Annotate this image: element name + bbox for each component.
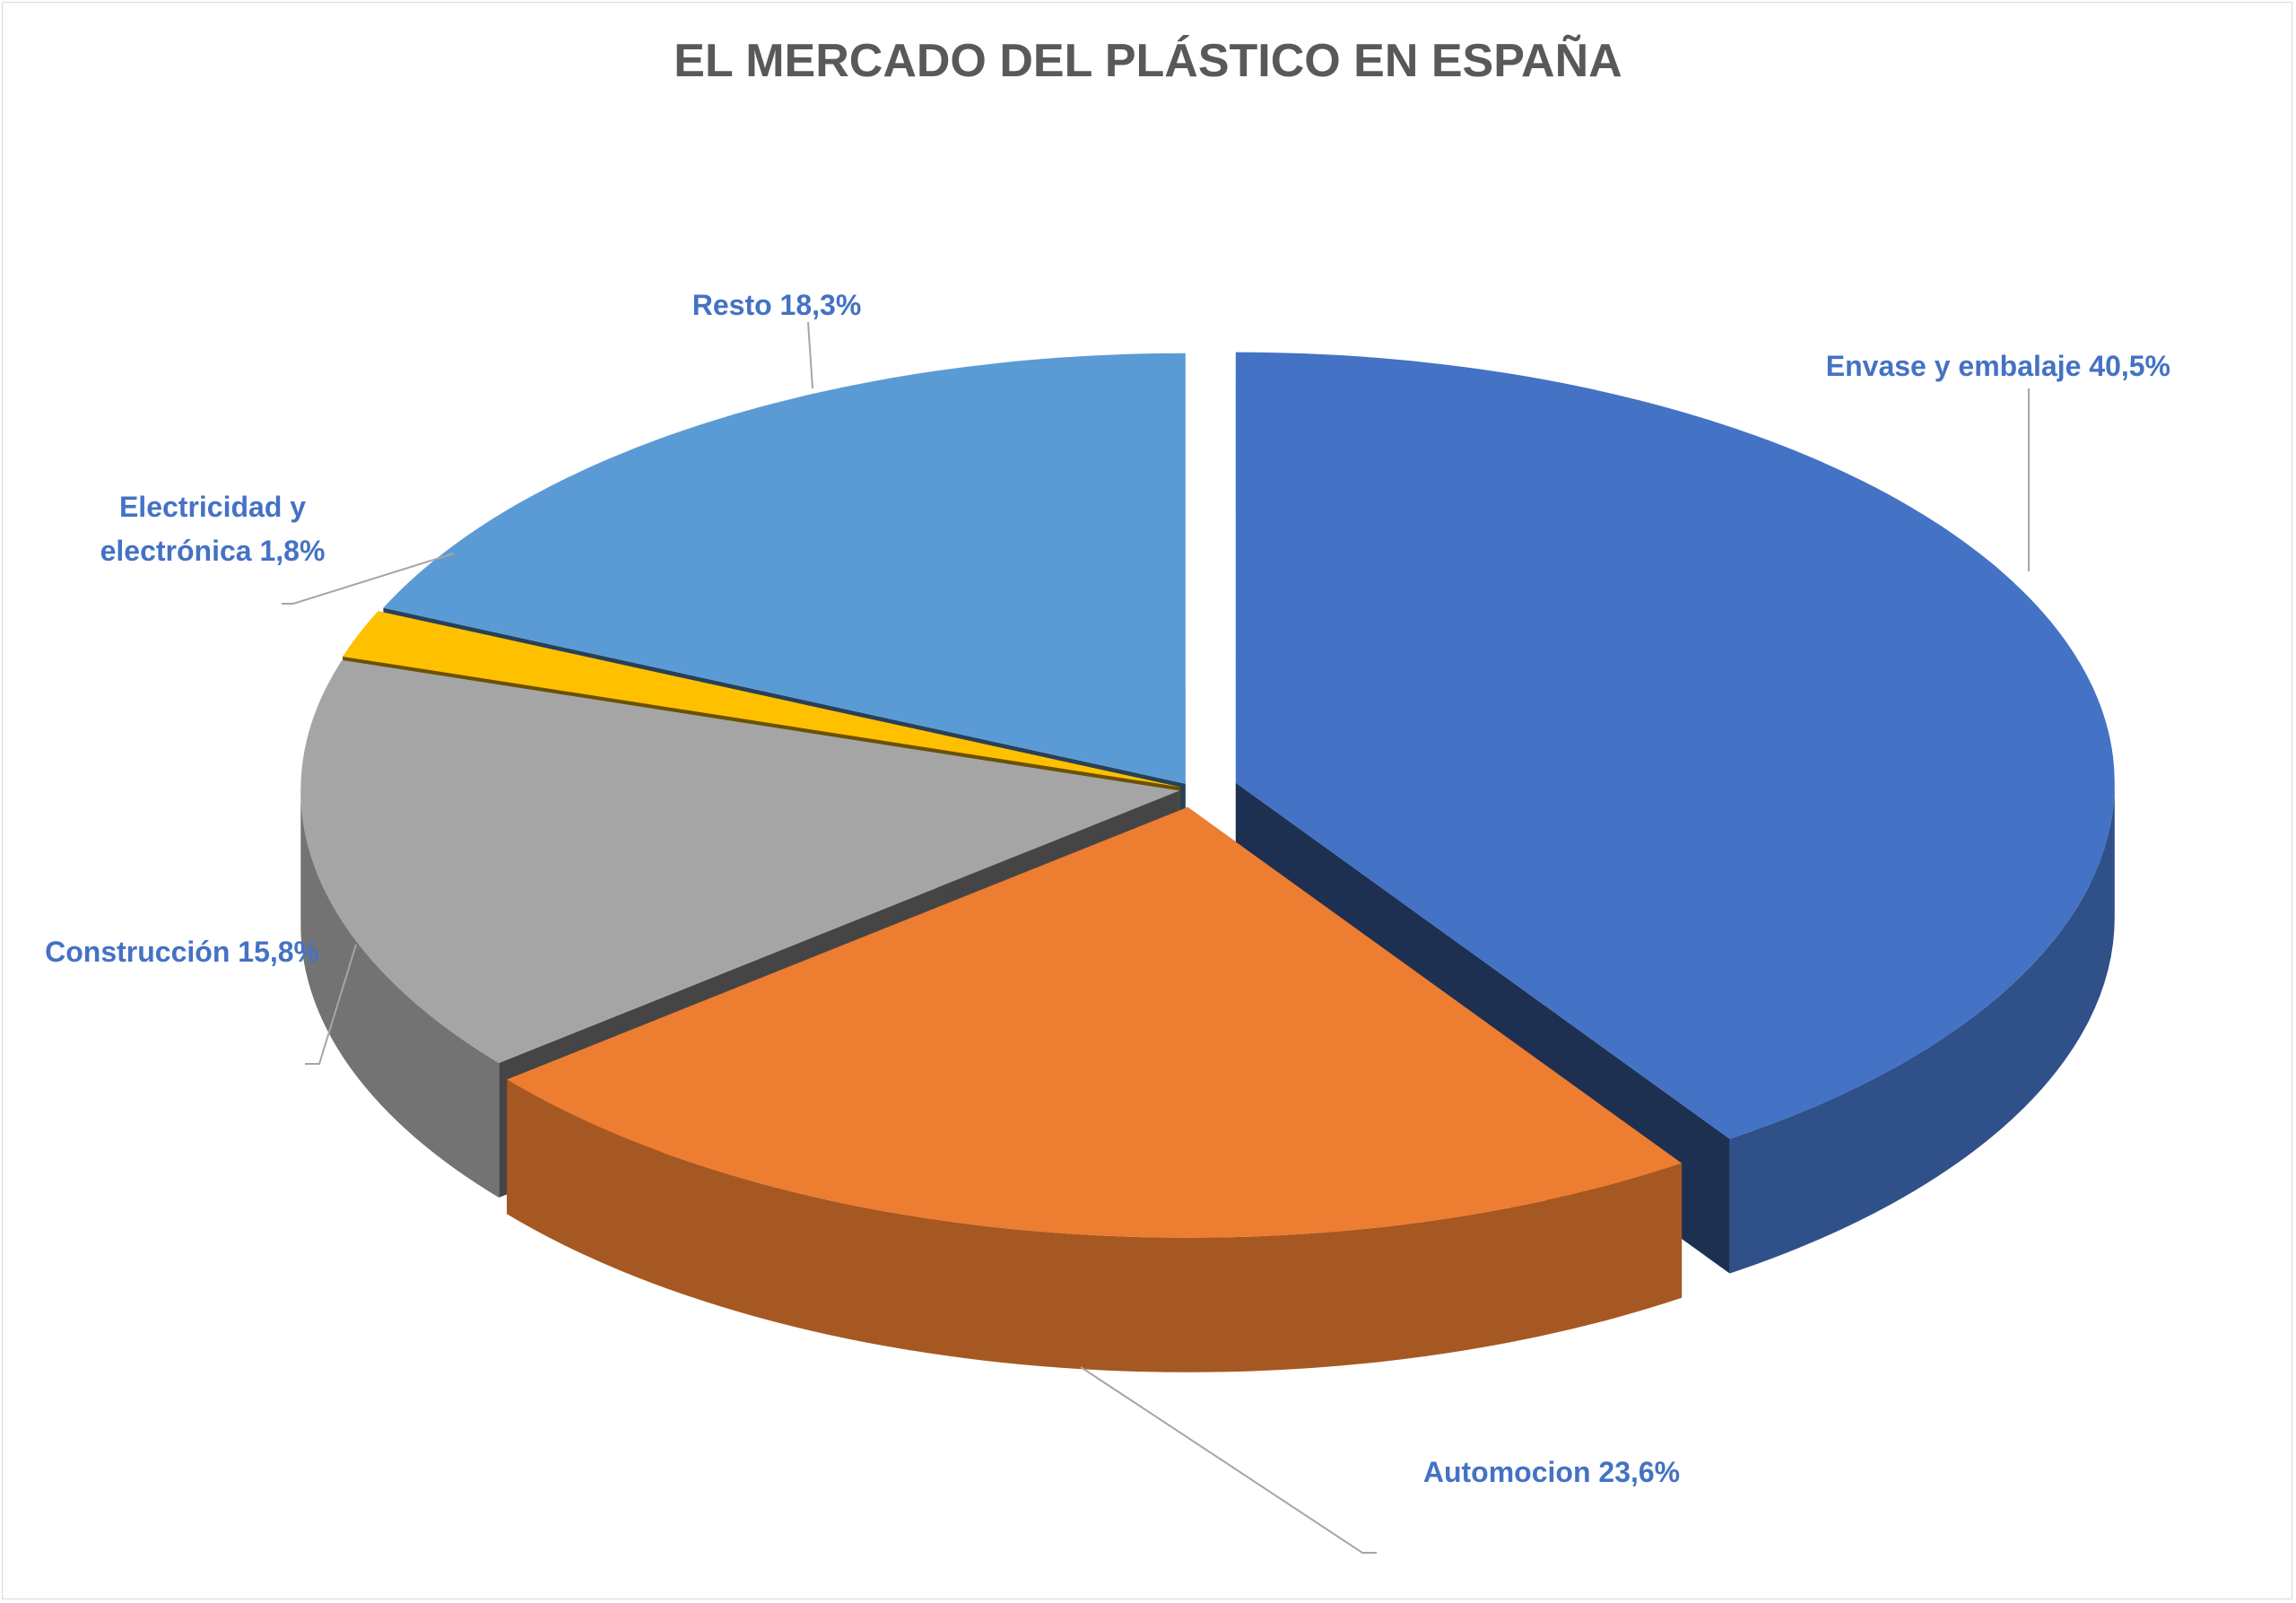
label-category: Resto xyxy=(691,289,772,321)
data-label: Construcción 15,8% xyxy=(0,930,319,974)
pie-slice xyxy=(507,806,1683,1238)
pie-slice xyxy=(1235,352,2115,1139)
label-category: Automocion xyxy=(1422,1456,1591,1488)
leader-line xyxy=(305,944,357,1065)
label-category: Envase y embalaje xyxy=(1825,350,2082,382)
label-value: 1,8% xyxy=(259,535,326,567)
label-value: 15,8% xyxy=(238,936,319,968)
chart-title: EL MERCADO DEL PLÁSTICO EN ESPAÑA xyxy=(674,35,1622,87)
label-value: 40,5% xyxy=(2089,350,2170,382)
leader-line xyxy=(1080,1366,1377,1554)
pie-slice xyxy=(383,353,1186,784)
data-label: Envase y embalaje 40,5% xyxy=(1704,344,2170,388)
slice-outer-wall xyxy=(507,1079,1683,1372)
pie-slice xyxy=(300,659,1180,1063)
label-value: 23,6% xyxy=(1598,1456,1681,1488)
leader-line xyxy=(807,321,813,389)
pie-slice xyxy=(343,611,1180,788)
label-category: Construcción xyxy=(45,936,230,968)
slice-outer-wall xyxy=(300,790,500,1198)
leader-line xyxy=(282,553,455,605)
data-label: Resto 18,3% xyxy=(597,283,956,327)
data-label: Electricidad y electrónica 1,8% xyxy=(83,485,343,573)
slice-outer-wall xyxy=(1729,782,2115,1274)
data-label: Automocion 23,6% xyxy=(1327,1451,1776,1494)
label-value: 18,3% xyxy=(779,289,862,321)
label-category: Electricidad y electrónica xyxy=(100,491,307,567)
